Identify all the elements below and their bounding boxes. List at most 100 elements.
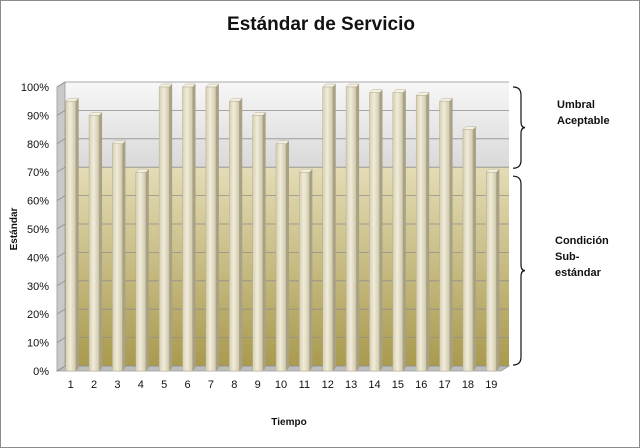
bar [252,112,267,372]
bar [368,89,384,372]
bar-face [486,171,497,372]
bar [485,168,500,372]
y-tick-label: 60% [27,196,49,208]
y-axis-label: Estándar [9,207,20,250]
bar [275,140,290,372]
bar-side [192,84,196,371]
x-tick-label: 13 [345,379,357,391]
x-tick-label: 15 [392,379,404,391]
x-tick-label: 1 [68,379,74,391]
x-tick-label: 16 [415,379,427,391]
bar-face [112,143,123,372]
bar-side [215,84,219,371]
bar [111,140,127,372]
bar-side [286,140,289,371]
y-tick-label: 20% [27,309,49,321]
bar-side [99,112,103,372]
grid-lines [56,81,509,372]
bar-face [345,86,357,372]
x-tick-label: 10 [275,379,287,391]
bar-side [122,140,126,371]
grid-line [56,195,509,201]
bar-face [392,92,404,372]
bar [181,83,197,372]
bar-face [462,129,474,372]
bar-face [135,171,147,372]
bracket-upper [512,86,526,169]
bar-side [402,89,406,372]
x-axis-ticks: 1 2 3 4 5 6 7 8 9 10 11 12 13 14 15 16 17 18 19 [68,379,498,391]
bar-side [262,112,266,372]
bar-face [65,100,76,372]
x-tick-label: 14 [368,379,380,391]
y-tick-label: 100% [21,82,49,94]
bar [322,83,337,372]
bar [462,126,477,372]
grid-line [56,81,509,88]
grid-line [56,223,509,230]
bar-side [496,169,500,371]
bar-face [322,86,333,372]
y-tick-label: 70% [27,167,49,179]
bar-face [439,100,450,372]
bar-side [239,98,243,371]
bar [158,83,173,372]
chart-title: Estándar de Servicio [227,14,415,35]
bar [392,89,407,372]
y-tick-label: 10% [27,338,49,350]
bar-face [158,86,170,372]
grid-line [56,251,509,258]
grid-line [56,308,509,315]
band-label-upper-line-2: Aceptable [557,115,610,127]
bar-side [145,169,149,371]
grid-line [56,365,509,372]
bar [88,112,103,372]
bar-side [75,98,79,371]
y-tick-label: 0% [33,366,49,378]
bar [415,92,430,372]
bar-face [229,100,240,372]
bar-face [252,115,263,372]
x-axis-label: Tiempo [271,417,306,428]
bar-side [449,98,453,371]
bar-face [182,86,193,372]
x-tick-label: 12 [322,379,334,391]
bar-face [299,171,310,372]
band-label-upper-line-1: Umbral [557,99,595,111]
bar [298,168,313,372]
band-brackets [512,86,526,366]
band-label-lower: Condición Sub- estándar [555,235,612,279]
x-tick-label: 6 [184,379,190,391]
y-tick-label: 80% [27,139,49,151]
x-tick-label: 4 [138,379,144,391]
bars [65,83,500,372]
x-tick-label: 9 [255,379,261,391]
bar [228,97,243,372]
y-tick-label: 30% [27,281,49,293]
grid-line [56,280,509,287]
x-tick-label: 8 [231,379,237,391]
bar-side [426,92,430,372]
x-tick-label: 11 [299,379,310,391]
grid-line [56,138,509,145]
bar-face [369,92,380,372]
x-tick-label: 19 [485,379,497,391]
y-tick-label: 40% [27,252,49,264]
x-tick-label: 7 [208,379,214,391]
bar-side [169,84,173,371]
bar-side [356,84,360,371]
bar [65,97,80,372]
bar-face [88,115,100,372]
grid-line [56,337,509,343]
band-label-lower-line-2: Sub- [555,251,580,263]
bar [438,97,454,372]
band-label-lower-line-3: estándar [555,267,602,279]
y-tick-label: 50% [27,224,49,236]
y-tick-label: 90% [27,110,49,122]
bracket-lower [512,175,526,366]
grid-line [56,110,509,116]
bar-side [472,126,476,371]
y-axis-ticks: 0% 10% 20% 30% 40% 50% 60% 70% 80% 90% 100% [21,82,49,378]
